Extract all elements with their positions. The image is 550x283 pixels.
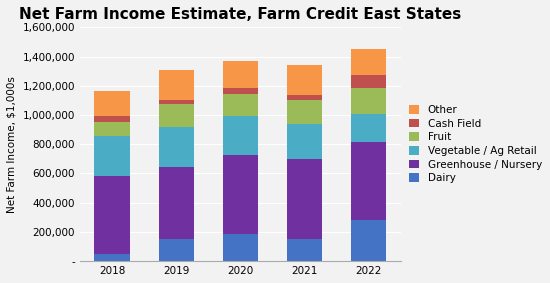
Bar	[351, 220, 386, 261]
Bar	[223, 94, 258, 116]
Bar	[158, 127, 194, 167]
Bar	[287, 65, 322, 95]
Bar	[223, 116, 258, 155]
Bar	[95, 117, 130, 122]
Bar	[158, 104, 194, 127]
Legend: Other, Cash Field, Fruit, Vegetable / Ag Retail, Greenhouse / Nursery, Dairy: Other, Cash Field, Fruit, Vegetable / Ag…	[409, 105, 542, 183]
Bar	[158, 239, 194, 261]
Bar	[158, 70, 194, 100]
Bar	[95, 122, 130, 136]
Bar	[287, 124, 322, 159]
Bar	[223, 61, 258, 88]
Title: Net Farm Income Estimate, Farm Credit East States: Net Farm Income Estimate, Farm Credit Ea…	[19, 7, 461, 22]
Bar	[95, 136, 130, 176]
Bar	[223, 234, 258, 261]
Bar	[95, 91, 130, 117]
Bar	[95, 254, 130, 261]
Y-axis label: Net Farm Income, $1,000s: Net Farm Income, $1,000s	[7, 76, 17, 213]
Bar	[287, 100, 322, 124]
Bar	[158, 100, 194, 104]
Bar	[223, 88, 258, 94]
Bar	[287, 95, 322, 100]
Bar	[95, 176, 130, 254]
Bar	[287, 159, 322, 239]
Bar	[351, 75, 386, 88]
Bar	[158, 167, 194, 239]
Bar	[287, 239, 322, 261]
Bar	[351, 49, 386, 75]
Bar	[223, 155, 258, 234]
Bar	[351, 88, 386, 113]
Bar	[351, 142, 386, 220]
Bar	[351, 113, 386, 142]
